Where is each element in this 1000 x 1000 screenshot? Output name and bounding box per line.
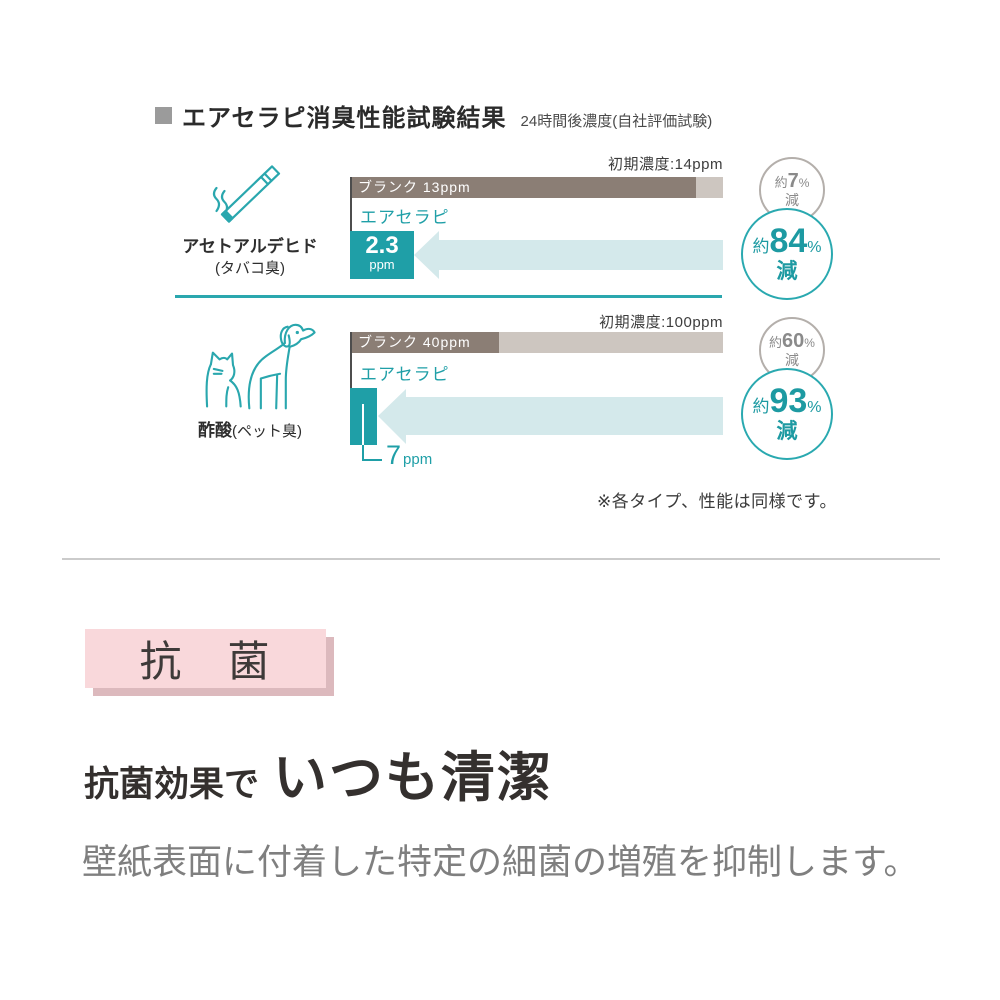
product-reduction-circle-2: 約 93% 減 [741,368,833,460]
callout-line-vertical [362,445,364,461]
result-box-1: 2.3 ppm [350,231,414,279]
blank-bar-fill-2 [350,332,500,353]
blank-bar-label-1: ブランク 13ppm [358,179,471,195]
blank-bar-1: ブランク 13ppm [350,177,723,198]
section-header: エアセラピ消臭性能試験結果 24時間後濃度(自社評価試験) [155,98,712,133]
blank-bar-fill-1 [350,177,697,198]
product-label-1: エアセラピ [360,208,450,227]
row-divider-line [175,295,722,298]
callout-label-7ppm: 7 ppm [386,440,433,470]
reduction-arrow-1 [414,231,723,284]
callout-tick-white [362,404,364,445]
product-label-2: エアセラピ [360,365,450,384]
initial-concentration-2: 初期濃度:100ppm [599,314,723,331]
cat-dog-icon [192,320,322,416]
product-reduction-circle-1: 約 84% 減 [741,208,833,300]
antibacterial-body: 壁紙表面に付着した特定の細菌の増殖を抑制します。 [82,843,919,882]
section-divider-line [62,558,940,560]
substance-label-acetaldehyde: アセトアルデヒド (タバコ臭) [182,237,318,277]
chart-title: エアセラピ消臭性能試験結果 [182,105,507,132]
chart-subtitle: 24時間後濃度(自社評価試験) [520,113,713,130]
reduction-arrow-2 [378,389,723,449]
axis-line-1 [350,177,352,232]
cigarette-icon [203,158,298,238]
substance-label-acetic-acid: 酢酸(ペット臭) [198,421,302,440]
axis-line-2 [350,332,352,389]
blank-bar-2: ブランク 40ppm [350,332,723,353]
square-bullet-icon [155,107,172,124]
antibacterial-headline: 抗菌効果で いつも清潔 [84,748,554,808]
callout-line-horizontal [362,459,382,461]
footnote: ※各タイプ、性能は同様です。 [596,492,837,511]
blank-bar-label-2: ブランク 40ppm [358,334,471,350]
antibacterial-badge: 抗 菌 [85,629,326,688]
initial-concentration-1: 初期濃度:14ppm [607,156,723,173]
